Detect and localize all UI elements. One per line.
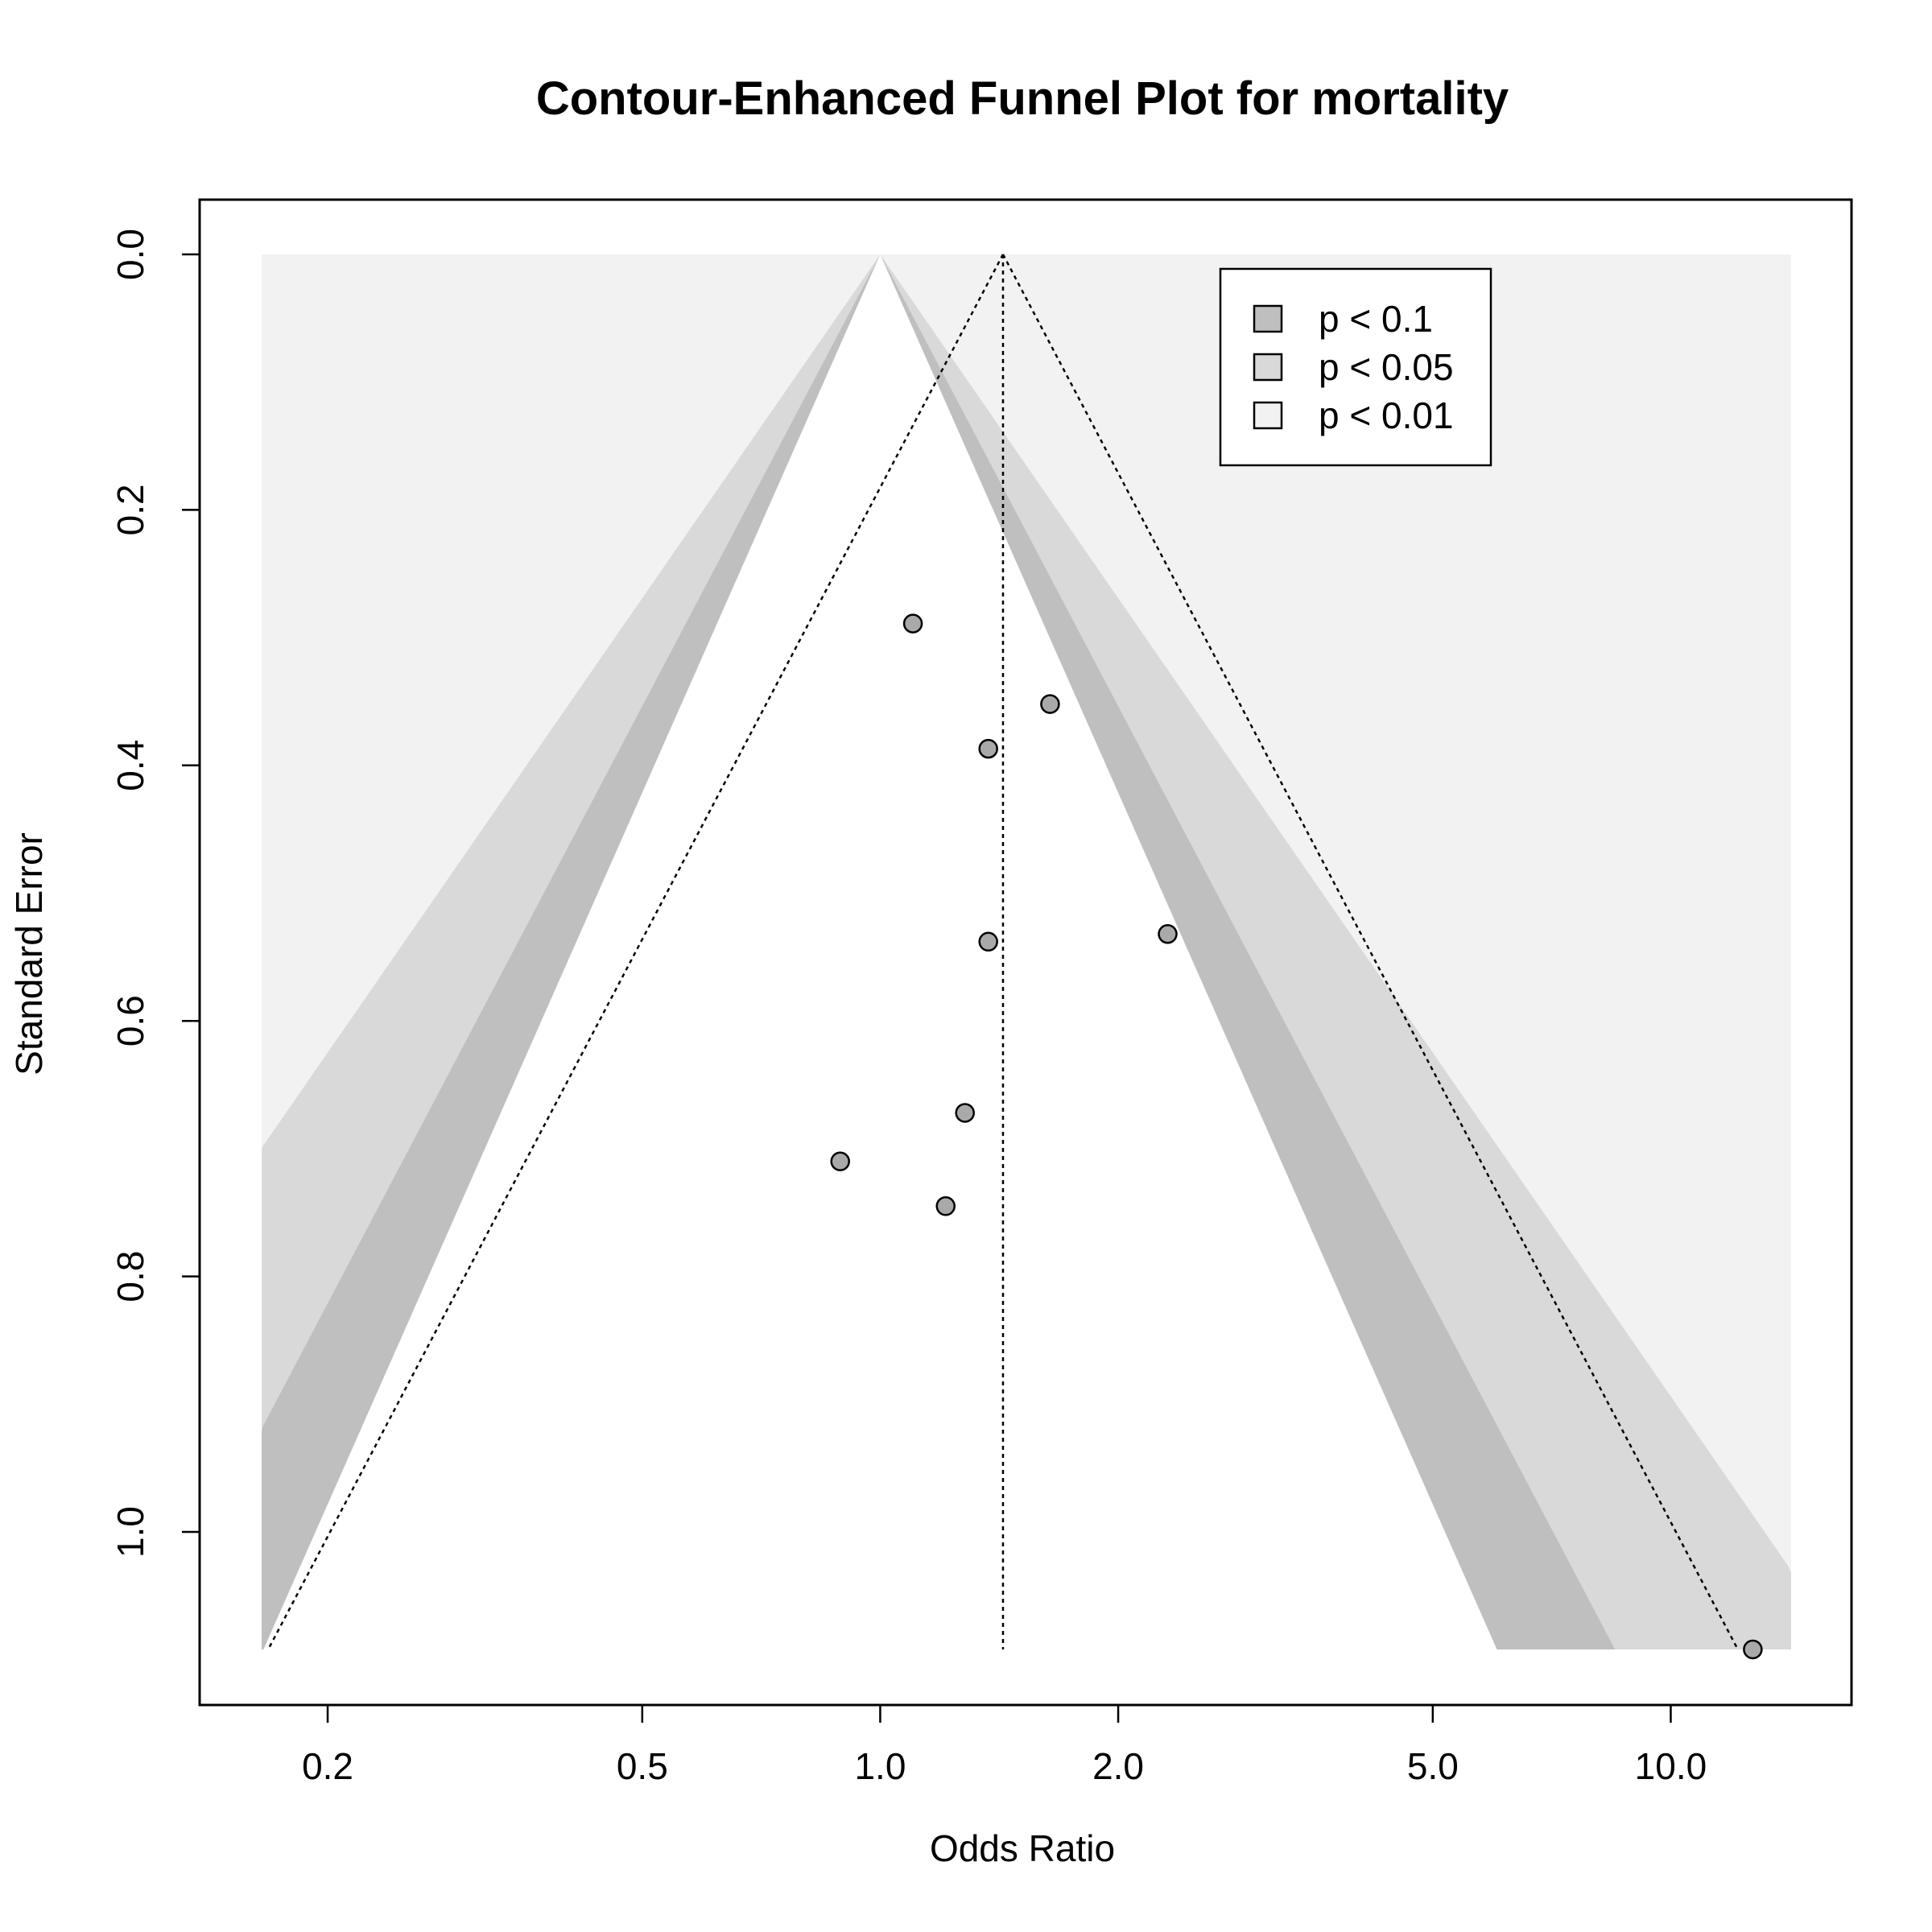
x-tick-label-1: 0.5 [617,1745,668,1787]
x-tick-label-4: 5.0 [1407,1745,1459,1787]
legend-swatch-2 [1253,401,1283,430]
reference-lines [267,254,1739,1650]
x-tick-label-2: 1.0 [854,1745,906,1787]
y-tick-label-5: 1.0 [109,1506,151,1558]
legend-label-1: p < 0.05 [1319,346,1454,388]
study-point-2 [1040,694,1060,714]
contour-region-nonsignificant [263,254,1497,1649]
y-tick-label-1: 0.2 [109,484,151,535]
study-point-8 [935,1196,956,1216]
legend-label-0: p < 0.1 [1319,298,1433,340]
x-axis: 0.2 0.5 1.0 2.0 5.0 10.0 [302,1703,1707,1787]
study-point-1 [902,613,923,634]
chart-title: Contour-Enhanced Funnel Plot for mortali… [536,72,1509,125]
study-point-6 [955,1103,975,1123]
legend-swatch-1 [1253,353,1283,382]
y-tick-label-0: 0.0 [109,229,151,280]
y-axis: 0.0 0.2 0.4 0.6 0.8 1.0 [109,229,201,1558]
legend-label-2: p < 0.01 [1319,394,1454,436]
study-point-5 [978,931,998,952]
y-tick-label-2: 0.4 [109,740,151,791]
legend-swatch-0 [1253,304,1283,333]
study-point-3 [978,738,998,759]
legend: p < 0.1 p < 0.05 p < 0.01 [1219,267,1492,467]
y-axis-label: Standard Error [8,832,50,1075]
study-point-4 [1158,924,1178,944]
x-tick-label-3: 2.0 [1092,1745,1144,1787]
x-tick-label-0: 0.2 [302,1745,353,1787]
y-tick-label-4: 0.8 [109,1251,151,1302]
study-points [830,613,1763,1660]
x-axis-label: Odds Ratio [930,1827,1115,1869]
x-tick-label-5: 10.0 [1635,1745,1707,1787]
pseudo-ci-right-line [1001,254,1739,1650]
study-point-7 [830,1151,850,1172]
y-tick-label-3: 0.6 [109,995,151,1046]
study-point-9 [1743,1639,1763,1660]
contour-regions [262,254,1791,1649]
pseudo-ci-left-line [267,254,1005,1650]
